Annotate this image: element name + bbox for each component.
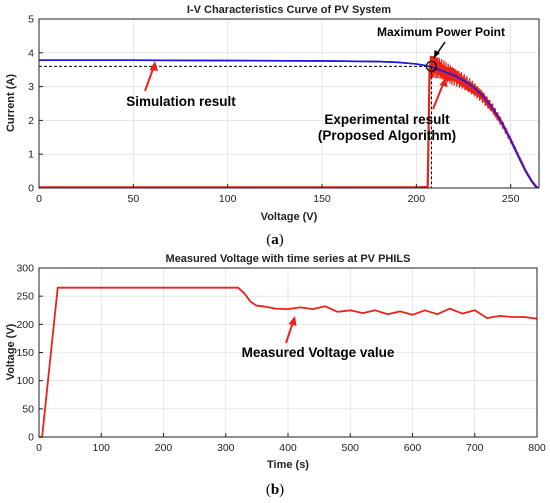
chart-a: I-V Characteristics Curve of PV System 0… (5, 4, 540, 223)
x-tick-label: 0 (36, 442, 42, 454)
y-tick-label: 200 (16, 319, 34, 331)
exp-arrow (432, 81, 445, 110)
x-tick-label: 200 (155, 442, 173, 454)
voltage-label: Measured Voltage value (242, 345, 395, 360)
y-tick-label: 250 (16, 291, 34, 303)
y-tick-label: 100 (16, 375, 34, 387)
mpp-marker (425, 60, 438, 72)
chart-b-xlabel: Time (s) (267, 459, 309, 471)
x-tick-label: 300 (217, 442, 235, 454)
x-tick-label: 800 (528, 442, 546, 454)
y-tick-label: 4 (28, 47, 34, 59)
y-tick-label: 3 (28, 81, 34, 93)
chart-b-title: Measured Voltage with time series at PV … (166, 253, 411, 265)
chart-b-plot (39, 286, 538, 438)
mpp-arrowhead (434, 50, 440, 58)
x-tick-label: 0 (36, 193, 42, 205)
x-tick-label: 100 (219, 193, 237, 205)
chart-a-plot (39, 55, 539, 189)
x-tick-label: 700 (466, 442, 484, 454)
x-tick-label: 100 (92, 442, 110, 454)
chart-a-grid (38, 18, 539, 189)
series-line-1 (39, 286, 538, 438)
caption-a: (a) (266, 232, 284, 248)
x-tick-label: 400 (279, 442, 297, 454)
y-tick-label: 300 (16, 263, 34, 275)
y-tick-label: 50 (22, 403, 34, 415)
exp-label-line1: Experimental result (324, 112, 450, 127)
caption-b: (b) (266, 482, 284, 498)
chart-a-ylabel: Current (A) (5, 74, 17, 132)
y-tick-label: 0 (28, 432, 34, 444)
y-tick-label: 5 (28, 14, 34, 26)
chart-a-frame (38, 18, 540, 189)
exp-label-line2: (Proposed Algorithm) (318, 128, 456, 143)
x-tick-label: 600 (404, 442, 422, 454)
x-tick-label: 500 (341, 442, 359, 454)
chart-b-ticks: 0 100 200 300 400 500 600 700 800 0 50 100 150 200 250… (16, 263, 545, 455)
exp-arrowhead (439, 77, 448, 87)
voltage-arrowhead (288, 316, 297, 326)
mpp-label: Maximum Power Point (377, 25, 505, 39)
sim-label: Simulation result (126, 94, 236, 109)
x-tick-label: 50 (127, 193, 139, 205)
chart-a-title: I-V Characteristics Curve of PV System (187, 4, 391, 16)
chart-b-ylabel: Voltage (V) (5, 323, 17, 380)
x-tick-label: 250 (502, 193, 520, 205)
simulation-line-overlay (39, 59, 539, 189)
y-tick-label: 2 (28, 115, 34, 127)
y-tick-label: 150 (16, 347, 34, 359)
x-tick-label: 200 (408, 193, 426, 205)
x-tick-label: 150 (313, 193, 331, 205)
y-tick-label: 1 (28, 149, 34, 161)
chart-a-xlabel: Voltage (V) (261, 211, 318, 223)
y-tick-label: 0 (28, 183, 34, 195)
chart-b: Measured Voltage with time series at PV … (5, 253, 546, 471)
chart-a-ticks: 0 50 100 150 200 250 0 1 2 3 4 5 (28, 14, 519, 206)
sim-arrowhead (149, 61, 158, 71)
voltage-arrow (285, 321, 294, 344)
